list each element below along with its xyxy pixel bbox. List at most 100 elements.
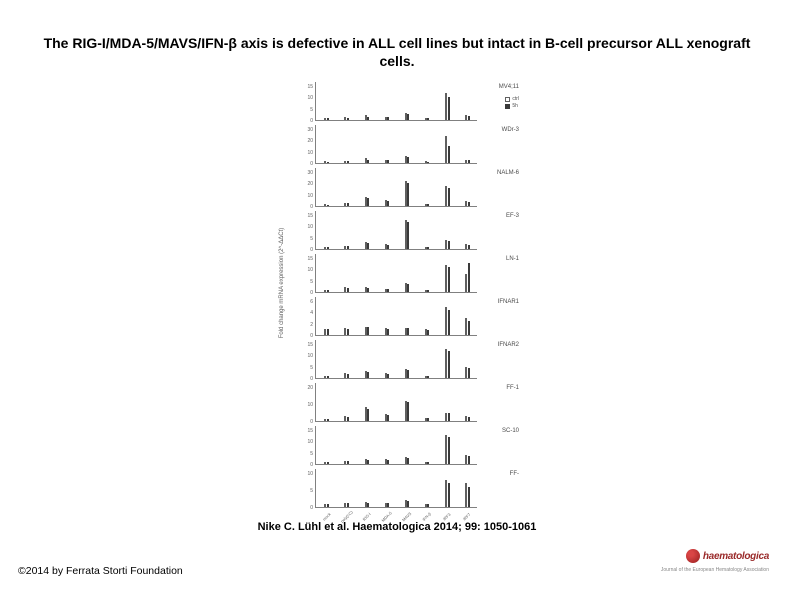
- bar-group: [438, 480, 457, 507]
- bar-solid: [367, 372, 369, 378]
- x-axis: [315, 464, 477, 465]
- bar-group: [458, 455, 477, 464]
- bar-solid: [367, 117, 369, 120]
- bar-group: [458, 115, 477, 120]
- bar-solid: [427, 118, 429, 120]
- bar-solid: [468, 456, 470, 464]
- bar-solid: [448, 241, 450, 249]
- bar-solid: [387, 329, 389, 335]
- bar-group: [458, 367, 477, 378]
- y-tick-label: 10: [299, 353, 313, 359]
- bar-container: [317, 387, 477, 421]
- bar-group: [377, 414, 396, 421]
- x-axis: [315, 120, 477, 121]
- bar-group: [438, 265, 457, 292]
- y-axis: [315, 340, 316, 379]
- bar-solid: [347, 288, 349, 292]
- bar-solid: [427, 204, 429, 206]
- bar-group: [317, 204, 336, 206]
- chart-panel: LN-1 0 5 10 15: [297, 254, 517, 297]
- y-tick-label: 10: [299, 150, 313, 156]
- panel-label: LN-1: [506, 256, 519, 262]
- bar-group: [317, 462, 336, 464]
- bar-group: [438, 435, 457, 464]
- bar-solid: [427, 330, 429, 335]
- panel-label: NALM-6: [497, 170, 519, 176]
- y-axis: [315, 168, 316, 207]
- bar-solid: [448, 351, 450, 378]
- y-tick-label: 10: [299, 95, 313, 101]
- logo-text: haematologica: [703, 551, 769, 562]
- bar-group: [317, 161, 336, 163]
- y-tick-label: 5: [299, 236, 313, 242]
- bar-solid: [448, 483, 450, 507]
- bar-group: [438, 186, 457, 206]
- bar-solid: [387, 160, 389, 163]
- bar-solid: [448, 267, 450, 292]
- bar-group: [337, 287, 356, 292]
- y-tick-label: 6: [299, 299, 313, 305]
- bar-solid: [347, 203, 349, 206]
- bar-solid: [387, 245, 389, 249]
- y-tick-label: 0: [299, 290, 313, 296]
- bar-solid: [407, 114, 409, 120]
- bar-solid: [407, 402, 409, 421]
- panel-label: SC-10: [502, 428, 519, 434]
- y-tick-label: 15: [299, 256, 313, 262]
- bar-solid: [327, 247, 329, 249]
- y-tick-label: 20: [299, 181, 313, 187]
- x-axis: [315, 292, 477, 293]
- chart-panel: IFNAR2051015: [297, 340, 517, 383]
- bar-solid: [387, 374, 389, 378]
- bar-solid: [468, 202, 470, 206]
- bar-solid: [407, 328, 409, 335]
- bar-group: [398, 401, 417, 421]
- y-tick-label: 0: [299, 161, 313, 167]
- y-tick-label: 0: [299, 118, 313, 124]
- y-axis: [315, 383, 316, 422]
- y-tick-label: 15: [299, 428, 313, 434]
- chart-panel: WDr-30102030: [297, 125, 517, 168]
- y-tick-label: 0: [299, 462, 313, 468]
- y-tick-label: 15: [299, 342, 313, 348]
- bar-solid: [407, 183, 409, 206]
- bar-solid: [427, 418, 429, 421]
- bar-group: [357, 115, 376, 120]
- copyright-text: ©2014 by Ferrata Storti Foundation: [18, 565, 183, 577]
- y-tick-label: 5: [299, 488, 313, 494]
- bar-group: [458, 263, 477, 292]
- bar-solid: [327, 504, 329, 507]
- bar-group: [377, 289, 396, 292]
- bar-group: [418, 418, 437, 421]
- logo-icon: [686, 549, 700, 563]
- bar-solid: [468, 487, 470, 507]
- y-axis: [315, 254, 316, 293]
- y-tick-label: 30: [299, 127, 313, 133]
- y-tick-label: 4: [299, 310, 313, 316]
- y-tick-label: 10: [299, 267, 313, 273]
- panel-label: WDr-3: [502, 127, 519, 133]
- panel-label: MV4;11: [499, 84, 519, 90]
- y-tick-label: 0: [299, 333, 313, 339]
- bar-solid: [367, 288, 369, 292]
- y-tick-label: 15: [299, 213, 313, 219]
- bar-group: [337, 328, 356, 335]
- bar-solid: [367, 327, 369, 335]
- x-axis: [315, 335, 477, 336]
- bar-solid: [468, 417, 470, 421]
- bar-group: [357, 287, 376, 292]
- y-tick-label: 5: [299, 279, 313, 285]
- citation-text: Nike C. Lühl et al. Haematologica 2014; …: [0, 521, 794, 533]
- bar-group: [438, 349, 457, 378]
- bar-group: [377, 200, 396, 206]
- chart-panel: FF-101020: [297, 383, 517, 426]
- logo-subtitle: Journal of the European Hematology Assoc…: [661, 567, 769, 573]
- bar-group: [337, 117, 356, 120]
- bar-solid: [347, 503, 349, 507]
- y-tick-label: 5: [299, 107, 313, 113]
- bar-group: [418, 462, 437, 464]
- bar-group: [357, 459, 376, 464]
- bar-group: [357, 327, 376, 336]
- bar-solid: [448, 310, 450, 336]
- x-axis: [315, 249, 477, 250]
